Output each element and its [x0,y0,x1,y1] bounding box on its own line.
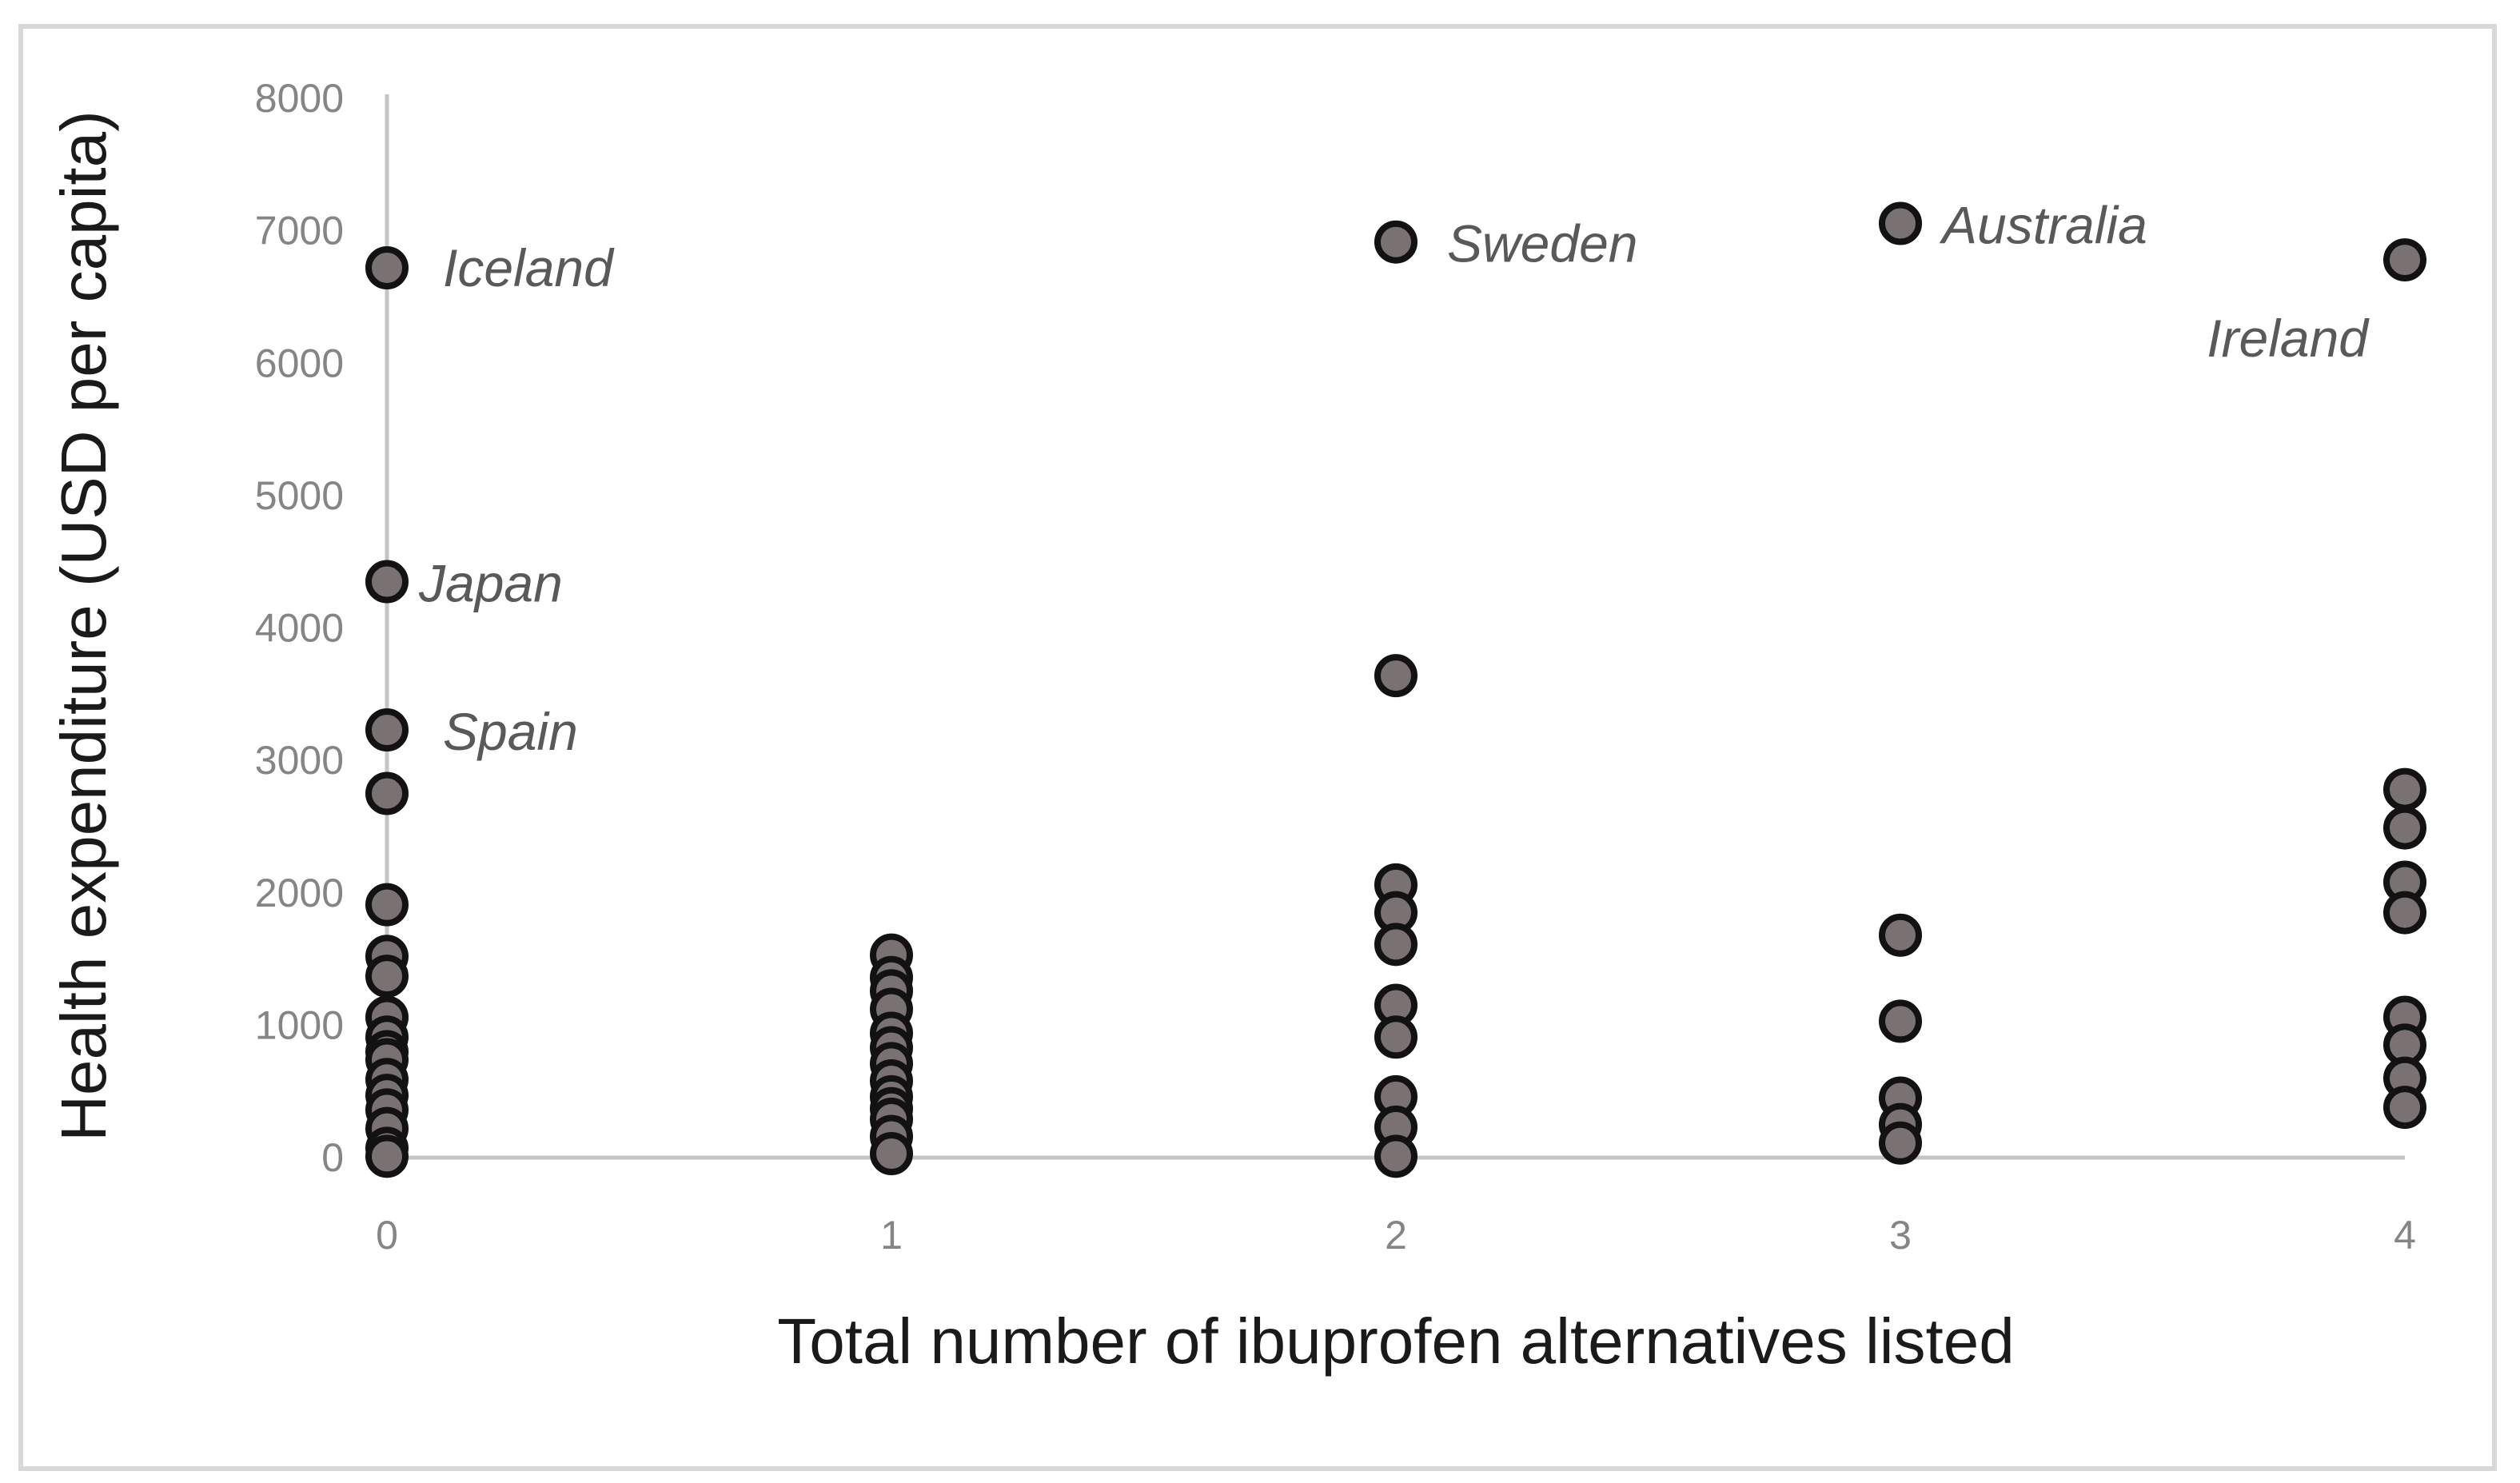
y-tick-label: 5000 [255,473,344,518]
y-tick-label: 0 [321,1135,344,1180]
data-point [365,771,409,815]
data-point [365,246,409,289]
data-point [1879,1121,1922,1165]
y-axis-title: Health expenditure (USD per capita) [48,110,119,1142]
country-label: Sweden [1447,214,1638,273]
y-tick-label: 1000 [255,1003,344,1047]
data-point [365,1134,409,1178]
data-point [2383,238,2426,282]
data-point [365,883,409,927]
data-point [1879,999,1922,1043]
data-point [365,560,409,604]
data-point [2383,891,2426,935]
data-point [365,708,409,752]
data-point [1374,220,1418,264]
x-tick-label: 4 [2394,1213,2416,1258]
y-tick-label: 6000 [255,341,344,385]
data-point [365,955,409,999]
x-tick-label: 1 [880,1213,903,1258]
chart-frame [18,24,2497,1471]
y-tick-label: 7000 [255,209,344,253]
data-point [1879,913,1922,957]
data-point [2383,806,2426,850]
data-point [2383,767,2426,811]
x-tick-label: 0 [376,1213,398,1258]
x-tick-label: 2 [1385,1213,1407,1258]
data-point [1879,201,1922,245]
y-tick-label: 4000 [255,606,344,651]
country-label: Japan [418,554,563,613]
x-axis-title: Total number of ibuprofen alternatives l… [777,1306,2015,1377]
data-point [1374,923,1418,967]
country-label: Ireland [2207,309,2370,368]
data-point [870,1132,913,1176]
x-tick-label: 3 [1889,1213,1912,1258]
y-tick-label: 2000 [255,871,344,915]
data-point [1374,1134,1418,1178]
country-label: Australia [1939,196,2147,255]
data-point [1374,1015,1418,1059]
country-label: Iceland [443,238,615,297]
data-point [1374,654,1418,698]
y-tick-label: 8000 [255,76,344,121]
country-label: Spain [443,702,578,761]
y-tick-label: 3000 [255,738,344,783]
data-point [2383,1086,2426,1130]
